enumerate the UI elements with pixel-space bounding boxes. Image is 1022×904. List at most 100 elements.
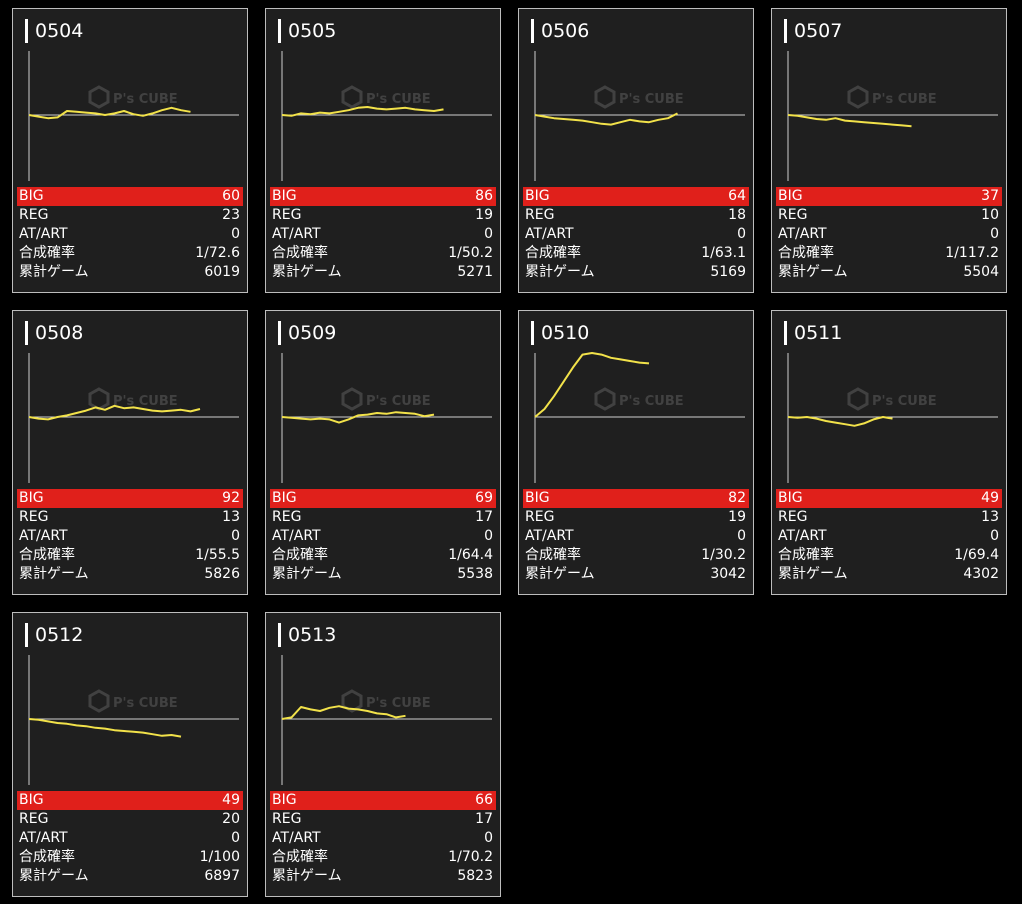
slump-line: [28, 718, 182, 738]
reg-label: REG: [525, 509, 555, 525]
watermark-logo: P's CUBE: [88, 689, 178, 713]
games-row: 累計ゲーム 6897: [17, 867, 243, 886]
atart-value: 0: [484, 528, 493, 544]
title-accent-bar: [784, 321, 787, 345]
machine-card[interactable]: 0509 P's CUBE BIG 69 REG 17 AT/ART 0 合成確…: [265, 310, 501, 595]
atart-row: AT/ART 0: [270, 225, 496, 244]
big-row: BIG 37: [776, 187, 1002, 206]
slump-chart-svg: P's CUBE: [28, 655, 239, 785]
machine-card[interactable]: 0507 P's CUBE BIG 37 REG 10 AT/ART 0 合成確…: [771, 8, 1007, 293]
stats-table: BIG 49 REG 13 AT/ART 0 合成確率 1/69.4 累計ゲーム…: [776, 489, 1002, 584]
card-title: 0509: [278, 321, 336, 345]
title-accent-bar: [784, 19, 787, 43]
prob-label: 合成確率: [19, 547, 75, 563]
card-title: 0510: [531, 321, 589, 345]
watermark-text: P's CUBE: [619, 92, 684, 107]
slump-line: [281, 106, 444, 117]
slump-chart: P's CUBE: [523, 347, 749, 485]
atart-label: AT/ART: [525, 226, 574, 242]
machine-card[interactable]: 0504 P's CUBE BIG 60 REG 23 AT/ART 0 合成確…: [12, 8, 248, 293]
cube-icon: [594, 85, 616, 109]
machine-card[interactable]: 0513 P's CUBE BIG 66 REG 17 AT/ART 0 合成確…: [265, 612, 501, 897]
games-label: 累計ゲーム: [272, 264, 342, 280]
machine-card[interactable]: 0506 P's CUBE BIG 64 REG 18 AT/ART 0 合成確…: [518, 8, 754, 293]
games-value: 6019: [204, 264, 240, 280]
big-label: BIG: [19, 490, 44, 506]
games-value: 4302: [963, 566, 999, 582]
big-label: BIG: [272, 188, 297, 204]
slump-chart: P's CUBE: [17, 649, 243, 787]
games-value: 5169: [710, 264, 746, 280]
machine-card[interactable]: 0508 P's CUBE BIG 92 REG 13 AT/ART 0 合成確…: [12, 310, 248, 595]
prob-row: 合成確率 1/64.4: [270, 546, 496, 565]
prob-label: 合成確率: [525, 245, 581, 261]
machine-number: 0512: [35, 624, 84, 646]
big-row: BIG 64: [523, 187, 749, 206]
big-label: BIG: [778, 490, 803, 506]
atart-row: AT/ART 0: [17, 527, 243, 546]
machine-card[interactable]: 0510 P's CUBE BIG 82 REG 19 AT/ART 0 合成確…: [518, 310, 754, 595]
reg-label: REG: [19, 509, 49, 525]
big-row: BIG 86: [270, 187, 496, 206]
prob-value: 1/100: [199, 849, 240, 865]
cube-icon: [847, 387, 869, 411]
big-value: 69: [475, 490, 493, 506]
atart-label: AT/ART: [19, 528, 68, 544]
prob-value: 1/63.1: [701, 245, 746, 261]
prob-label: 合成確率: [272, 245, 328, 261]
machine-card[interactable]: 0511 P's CUBE BIG 49 REG 13 AT/ART 0 合成確…: [771, 310, 1007, 595]
reg-value: 13: [981, 509, 999, 525]
big-value: 49: [222, 792, 240, 808]
stats-table: BIG 49 REG 20 AT/ART 0 合成確率 1/100 累計ゲーム …: [17, 791, 243, 886]
prob-value: 1/69.4: [954, 547, 999, 563]
prob-value: 1/50.2: [448, 245, 493, 261]
reg-row: REG 10: [776, 206, 1002, 225]
atart-value: 0: [231, 528, 240, 544]
watermark-logo: P's CUBE: [341, 689, 431, 713]
watermark-text: P's CUBE: [366, 92, 431, 107]
slump-chart: P's CUBE: [523, 45, 749, 183]
cube-icon: [341, 387, 363, 411]
watermark-logo: P's CUBE: [341, 387, 431, 411]
title-accent-bar: [278, 19, 281, 43]
stats-table: BIG 60 REG 23 AT/ART 0 合成確率 1/72.6 累計ゲーム…: [17, 187, 243, 282]
slump-chart-svg: P's CUBE: [534, 352, 745, 483]
games-label: 累計ゲーム: [778, 566, 848, 582]
atart-row: AT/ART 0: [776, 527, 1002, 546]
games-label: 累計ゲーム: [525, 264, 595, 280]
games-label: 累計ゲーム: [272, 566, 342, 582]
card-title: 0505: [278, 19, 336, 43]
reg-value: 17: [475, 509, 493, 525]
slump-chart-svg: P's CUBE: [281, 353, 492, 483]
atart-row: AT/ART 0: [523, 225, 749, 244]
atart-row: AT/ART 0: [17, 225, 243, 244]
watermark-text: P's CUBE: [872, 92, 937, 107]
machine-card[interactable]: 0512 P's CUBE BIG 49 REG 20 AT/ART 0 合成確…: [12, 612, 248, 897]
games-label: 累計ゲーム: [272, 868, 342, 884]
atart-row: AT/ART 0: [776, 225, 1002, 244]
atart-row: AT/ART 0: [270, 527, 496, 546]
prob-row: 合成確率 1/70.2: [270, 848, 496, 867]
prob-row: 合成確率 1/30.2: [523, 546, 749, 565]
prob-label: 合成確率: [19, 849, 75, 865]
atart-row: AT/ART 0: [270, 829, 496, 848]
machine-number: 0506: [541, 20, 590, 42]
games-label: 累計ゲーム: [19, 264, 89, 280]
big-row: BIG 66: [270, 791, 496, 810]
atart-value: 0: [231, 226, 240, 242]
games-label: 累計ゲーム: [19, 566, 89, 582]
watermark-logo: P's CUBE: [88, 387, 178, 411]
slump-chart-svg: P's CUBE: [281, 655, 492, 785]
cube-icon: [88, 85, 110, 109]
atart-value: 0: [737, 226, 746, 242]
watermark-text: P's CUBE: [366, 696, 431, 711]
reg-label: REG: [272, 207, 302, 223]
games-value: 5504: [963, 264, 999, 280]
reg-value: 20: [222, 811, 240, 827]
prob-row: 合成確率 1/100: [17, 848, 243, 867]
games-row: 累計ゲーム 5823: [270, 867, 496, 886]
games-row: 累計ゲーム 5538: [270, 565, 496, 584]
reg-label: REG: [272, 811, 302, 827]
title-accent-bar: [278, 623, 281, 647]
machine-card[interactable]: 0505 P's CUBE BIG 86 REG 19 AT/ART 0 合成確…: [265, 8, 501, 293]
